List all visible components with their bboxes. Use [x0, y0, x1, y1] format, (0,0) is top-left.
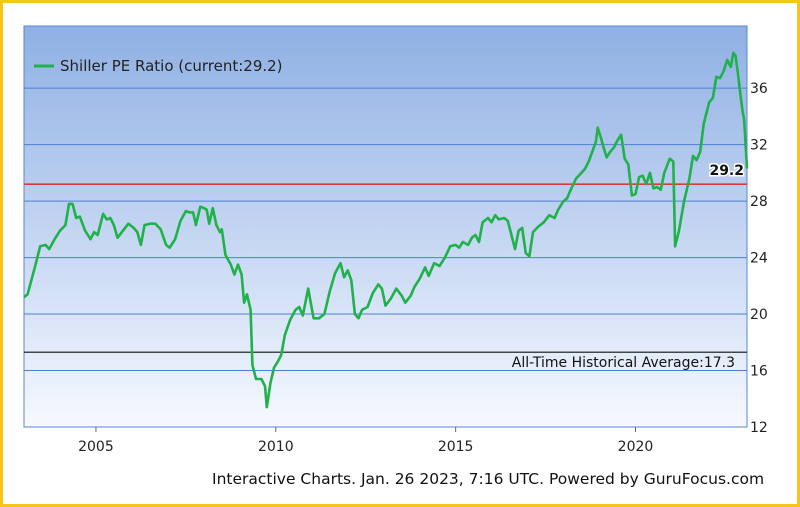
y-tick-16: 16: [750, 364, 768, 380]
legend-label: Shiller PE Ratio (current:29.2): [60, 57, 283, 75]
x-tick-2010: 2010: [258, 439, 294, 455]
current-value-label: 29.2: [709, 163, 744, 179]
y-tick-24: 24: [750, 251, 768, 267]
y-tick-12: 12: [750, 420, 768, 436]
legend: Shiller PE Ratio (current:29.2): [34, 57, 283, 75]
y-axis-labels: 12 16 20 24 28 32 36: [750, 81, 768, 436]
x-tick-2015: 2015: [438, 439, 474, 455]
x-tick-2020: 2020: [618, 439, 654, 455]
grid-lines: [24, 87, 747, 372]
x-tick-2005: 2005: [78, 439, 114, 455]
historical-average-label: All-Time Historical Average:17.3: [512, 355, 735, 371]
y-tick-32: 32: [750, 138, 768, 154]
y-tick-36: 36: [750, 81, 768, 97]
y-tick-28: 28: [750, 194, 768, 210]
x-axis-labels: 2005 2010 2015 2020: [78, 427, 653, 455]
y-tick-20: 20: [750, 307, 768, 323]
footer-credit: Interactive Charts. Jan. 26 2023, 7:16 U…: [212, 470, 765, 488]
series-line-shiller-pe: [23, 51, 749, 409]
